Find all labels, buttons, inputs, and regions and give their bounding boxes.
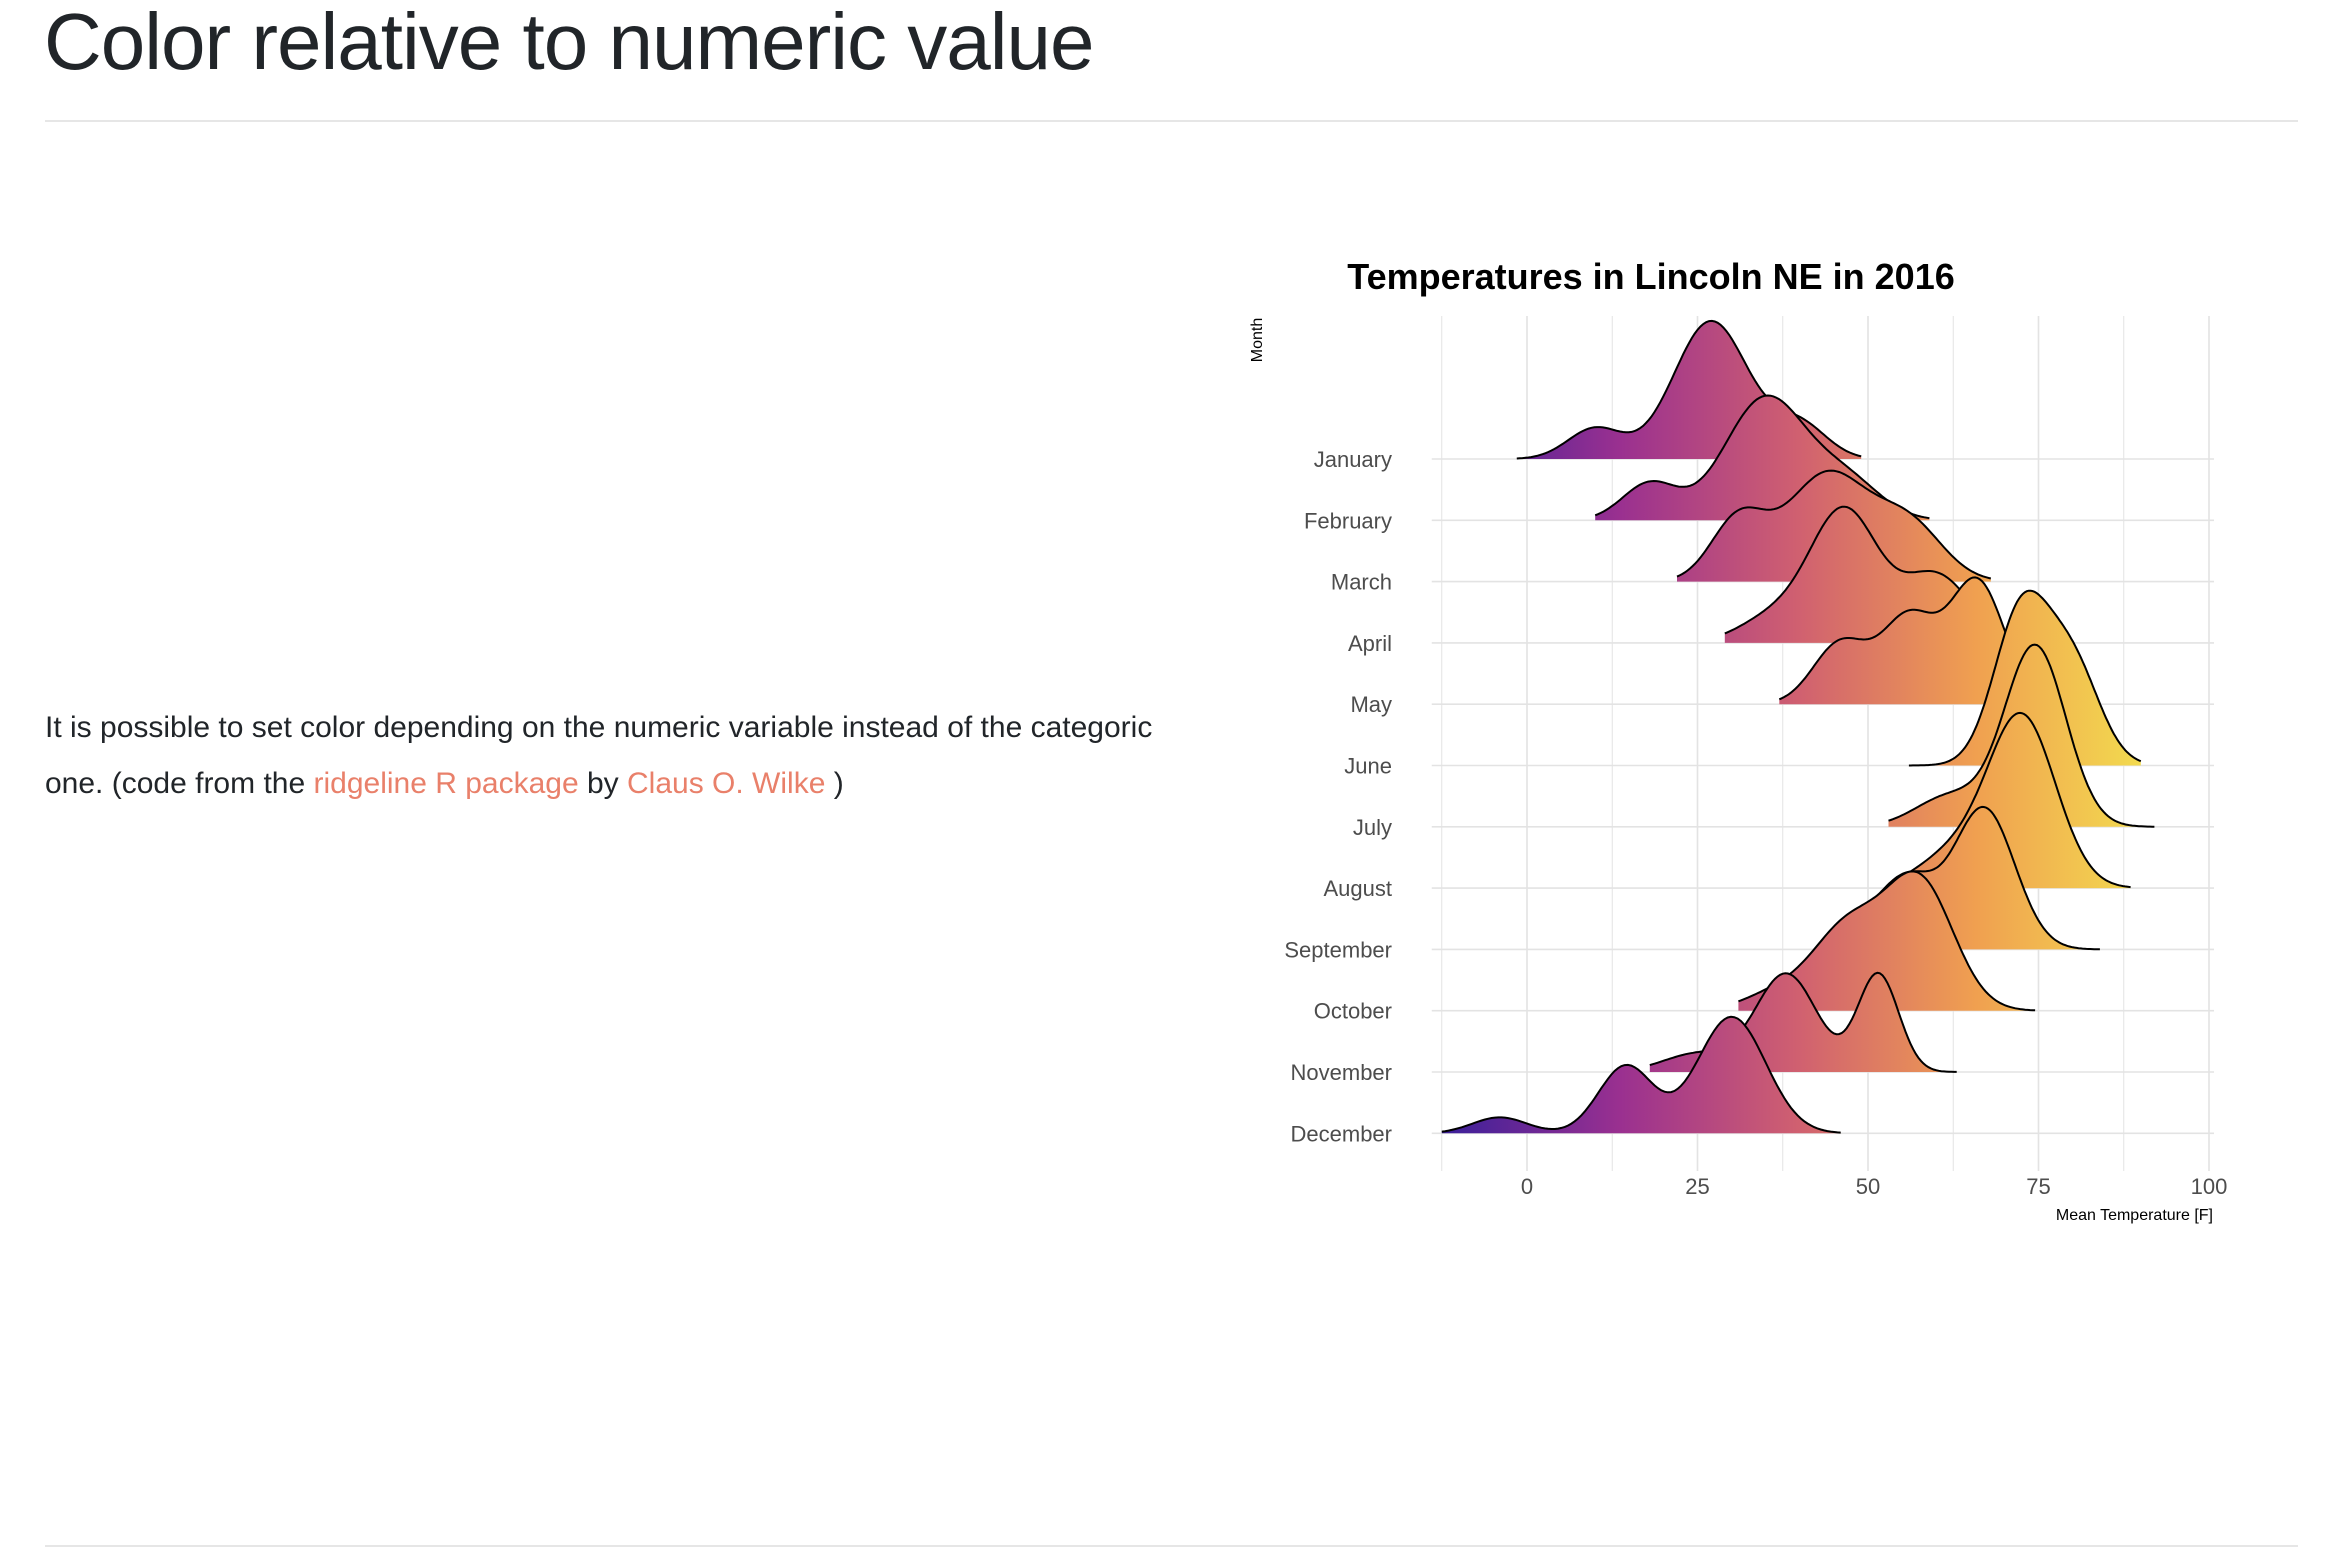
divider-bottom: [45, 1545, 2298, 1547]
month-label: November: [1291, 1060, 1392, 1085]
x-axis-label: Mean Temperature [F]: [2056, 1207, 2213, 1224]
x-tick-label: 0: [1521, 1174, 1533, 1199]
ridge-outline-march: [1676, 469, 1992, 580]
y-axis-label: Month: [1249, 318, 1266, 362]
month-label: December: [1291, 1121, 1392, 1146]
ridge-outline-february: [1594, 394, 1930, 520]
month-label: May: [1350, 692, 1392, 717]
month-label: October: [1314, 999, 1392, 1024]
month-label: January: [1314, 447, 1392, 472]
ridgeline-package-link[interactable]: ridgeline R package: [313, 767, 579, 800]
month-label: June: [1344, 754, 1392, 779]
x-tick-label: 100: [2191, 1174, 2228, 1199]
x-tick-label: 25: [1685, 1174, 1709, 1199]
ridge-fill-may: [1779, 577, 2059, 705]
x-tick-labels: 0 25 50 75 100: [1521, 1174, 2227, 1199]
description-text-by: by: [578, 767, 628, 800]
month-label: July: [1353, 815, 1392, 840]
ridge-outline-january: [1516, 319, 1862, 460]
description-text: It is possible to set color depending on…: [45, 711, 1153, 800]
month-label: February: [1304, 508, 1392, 533]
month-label: August: [1324, 876, 1393, 901]
description: It is possible to set color depending on…: [45, 700, 1165, 812]
ridge-fill-december: [1441, 1016, 1841, 1134]
x-tick-label: 75: [2026, 1174, 2050, 1199]
ridge-fill-october: [1738, 871, 2036, 1011]
month-label: March: [1331, 570, 1392, 595]
month-label: April: [1348, 631, 1392, 656]
author-link[interactable]: Claus O. Wilke: [627, 767, 826, 800]
description-text-end: ): [825, 767, 844, 800]
ridge-outline-december: [1441, 1015, 1841, 1134]
ridge-outline-august: [1901, 711, 2131, 889]
month-label: September: [1284, 937, 1392, 962]
ridge-outline-november: [1649, 971, 1957, 1073]
ridges: [1441, 319, 2155, 1134]
ridge-outline-june: [1908, 589, 2142, 767]
month-labels: January February March April May June July Augu…: [1284, 447, 1392, 1146]
page-title: Color relative to numeric value: [44, 0, 1094, 86]
ridge-outline-july: [1888, 643, 2155, 828]
divider-top: [45, 120, 2298, 122]
chart-title: Temperatures in Lincoln NE in 2016: [1347, 256, 1955, 297]
x-tick-label: 50: [1856, 1174, 1880, 1199]
